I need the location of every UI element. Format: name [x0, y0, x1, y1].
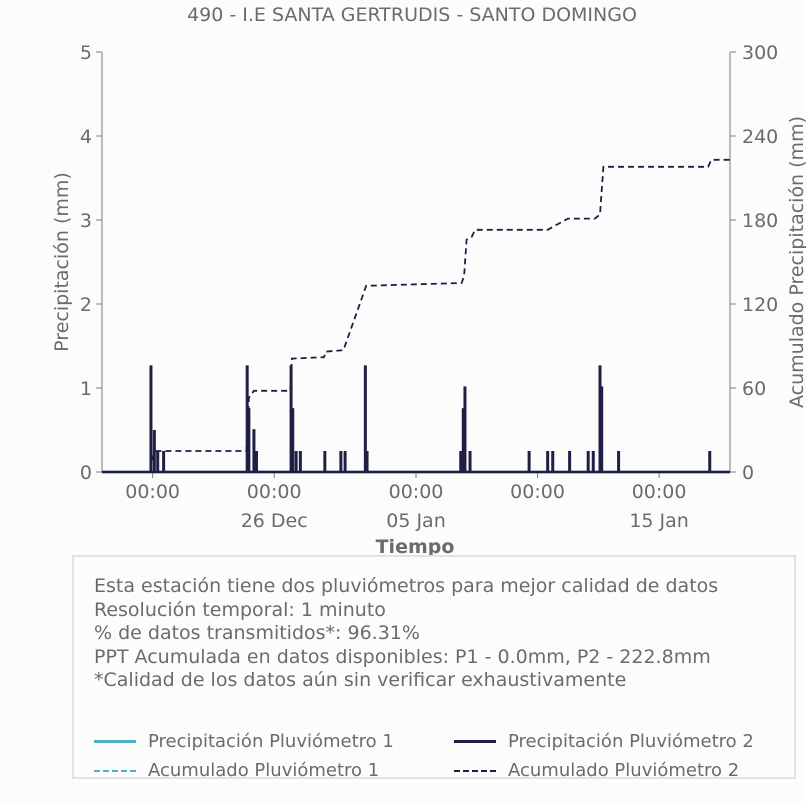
x-tick-label: 00:00: [632, 481, 687, 503]
chart-title: 490 - I.E SANTA GERTRUDIS - SANTO DOMING…: [187, 4, 637, 26]
x-tick-label: 00:00: [510, 481, 565, 503]
legend-item-a1: Acumulado Pluviómetro 1: [94, 760, 379, 781]
info-line-quality-note: *Calidad de los datos aún sin verificar …: [94, 669, 627, 691]
info-line-accumulated: PPT Acumulada en datos disponibles: P1 -…: [94, 645, 711, 668]
legend-label-a1: Acumulado Pluviómetro 1: [148, 760, 380, 781]
x-tick-date-label: 15 Jan: [629, 510, 689, 532]
legend-swatch-dashed-navy: [454, 769, 496, 772]
legend: Precipitación Pluviómetro 1 Precipitació…: [94, 731, 784, 791]
series-4-line: [102, 158, 730, 473]
right-tick-label: 240: [742, 126, 778, 148]
legend-label-a2: Acumulado Pluviómetro 2: [508, 760, 740, 781]
right-tick-label: 180: [742, 210, 778, 232]
left-tick-label: 5: [80, 42, 92, 64]
x-axis-label: Tiempo: [376, 536, 455, 558]
right-tick-label: 0: [742, 462, 754, 484]
right-axis-label: Acumulado Precipitación (mm): [786, 116, 806, 408]
x-tick-label: 00:00: [389, 481, 444, 503]
left-tick-label: 4: [80, 126, 92, 148]
right-tick-label: 60: [742, 378, 766, 400]
legend-label-p1: Precipitación Pluviómetro 1: [148, 731, 394, 752]
legend-item-a2: Acumulado Pluviómetro 2: [454, 760, 739, 781]
precipitation-chart: 490 - I.E SANTA GERTRUDIS - SANTO DOMING…: [51, 4, 806, 558]
info-panel: Esta estación tiene dos pluviómetros par…: [72, 555, 796, 781]
legend-item-p2: Precipitación Pluviómetro 2: [454, 731, 754, 752]
legend-swatch-dashed-teal: [94, 769, 136, 772]
left-tick-label: 0: [80, 462, 92, 484]
left-tick-label: 2: [80, 294, 92, 316]
legend-swatch-solid-teal: [94, 740, 136, 743]
info-lines: Esta estación tiene dos pluviómetros par…: [94, 575, 718, 693]
right-tick-label: 120: [742, 294, 778, 316]
info-line-transmitted: % de datos transmitidos*: 96.31%: [94, 622, 420, 644]
x-tick-label: 00:00: [125, 481, 180, 503]
left-tick-label: 3: [80, 210, 92, 232]
x-tick-date-label: 26 Dec: [241, 510, 308, 532]
info-line-resolution: Resolución temporal: 1 minuto: [94, 598, 386, 621]
legend-label-p2: Precipitación Pluviómetro 2: [508, 731, 754, 752]
x-tick-label: 00:00: [247, 481, 302, 503]
info-line-dual-gauge: Esta estación tiene dos pluviómetros par…: [94, 575, 719, 597]
legend-item-p1: Precipitación Pluviómetro 1: [94, 731, 394, 752]
right-tick-label: 300: [742, 42, 778, 64]
left-axis-label: Precipitación (mm): [51, 172, 73, 352]
x-tick-date-label: 05 Jan: [386, 510, 446, 532]
legend-swatch-solid-navy: [454, 740, 496, 743]
left-tick-label: 1: [80, 378, 92, 400]
